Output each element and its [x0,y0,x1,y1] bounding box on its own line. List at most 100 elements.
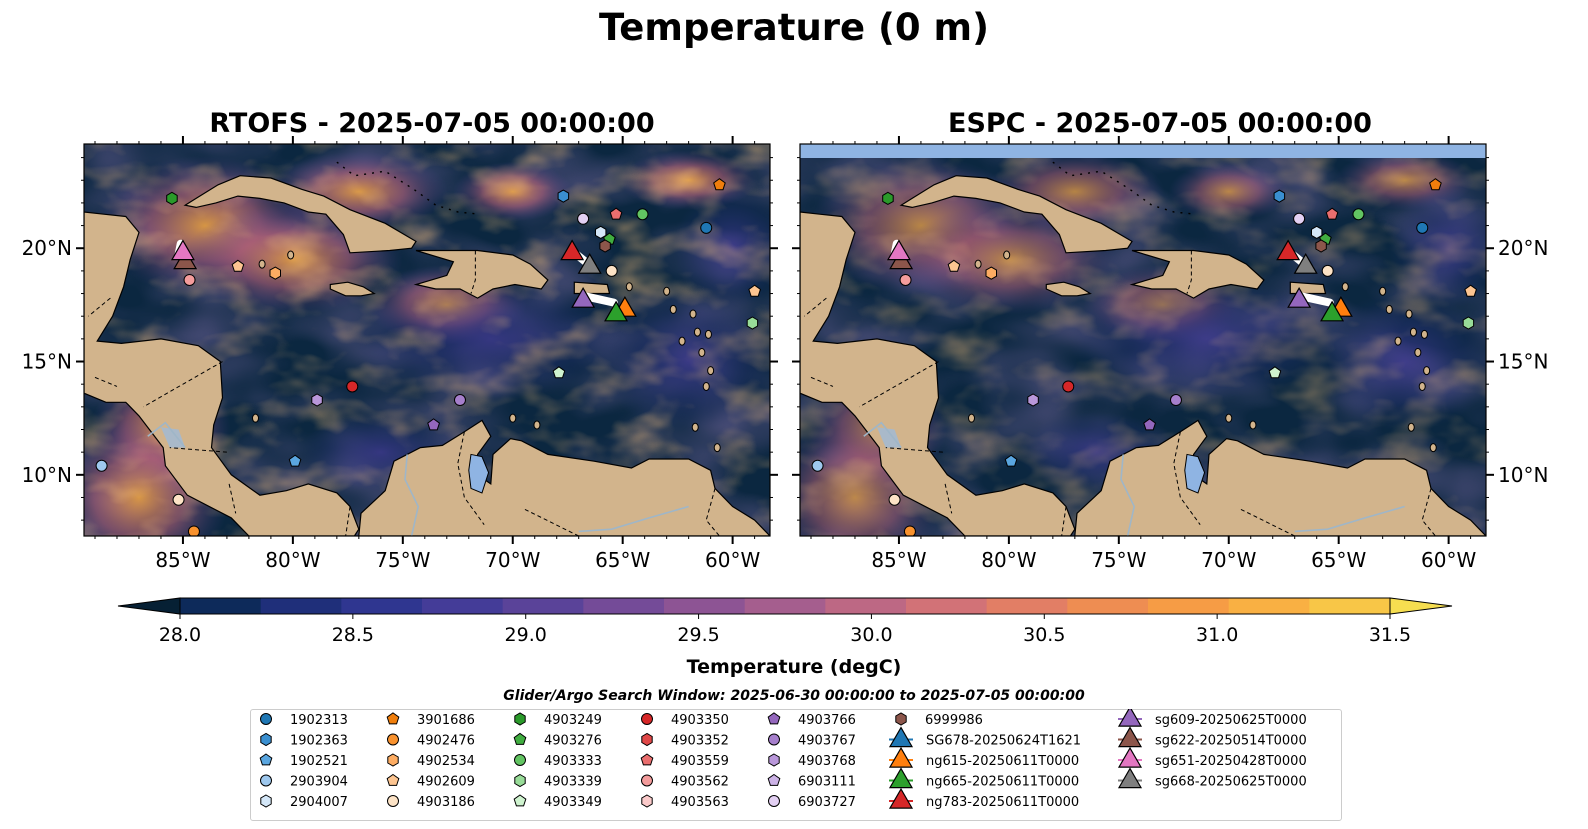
espc-argo-4903766 [1143,418,1156,431]
legend-argo-marker [641,794,653,808]
rtofs-lon-tick-label: 70°W [485,548,540,572]
legend-argo-marker [387,795,399,807]
colorbar-tick-label: 28.0 [159,624,201,646]
legend-argo-marker [514,712,526,726]
espc-land-3 [1129,249,1265,299]
legend-argo-marker [513,794,527,807]
legend-argo-marker [260,732,272,747]
rtofs-lake [468,453,490,494]
espc-lake [1184,453,1206,494]
legend-item-label: 6903111 [798,775,856,790]
legend-item-label: 4903563 [671,795,729,810]
legend-item-label: sg622-20250514T0000 [1155,734,1307,749]
legend-item: 4903352 [641,732,729,749]
colorbar-bin [583,598,665,614]
rtofs-argo-4903186 [172,493,185,506]
legend-item: sg651-20250428T0000 [1117,746,1307,769]
legend-argo-marker [767,773,781,786]
rtofs-land-2 [183,175,417,254]
legend-item-label: 4903766 [798,713,856,728]
colorbar-tick-label: 30.0 [850,624,892,646]
legend-item-label: 4903767 [798,734,856,749]
rtofs-land-3 [413,249,549,299]
rtofs-argo-4903767 [453,394,466,407]
espc-lat-tick-label: 10°N [1498,463,1548,487]
colorbar-bin [825,598,907,614]
colorbar-tick-label: 29.0 [505,624,547,646]
rtofs-lat-tick-label: 10°N [22,463,72,487]
espc-argo-4903339 [1462,316,1475,330]
legend-item-label: 4903352 [671,734,729,749]
rtofs-land-1 [358,419,770,536]
legend-title: Glider/Argo Search Window: 2025-06-30 00… [503,688,1085,704]
legend-item: 4903563 [641,794,729,810]
legend-item-label: 1902363 [290,734,348,749]
espc-argo-4903186 [888,493,901,506]
espc-land-4 [1045,281,1092,297]
espc-glider-ng665-20250611T0000 [1320,300,1345,322]
rtofs-argo-4903562 [183,273,196,286]
legend-argo-marker [260,794,272,808]
rtofs-argo-4902534 [269,266,281,280]
legend-item: 4903562 [641,774,729,790]
rtofs-lon-tick-label: 85°W [155,548,210,572]
colorbar-label: Temperature (degC) [686,656,902,678]
espc-argo-4902534 [985,266,997,280]
rtofs-land-4 [329,281,376,297]
legend-argo-marker [387,733,399,746]
colorbar-tick-label: 31.0 [1196,624,1238,646]
legend-item-label: 4903339 [544,775,602,790]
rtofs-lon-tick-label: 65°W [595,548,650,572]
legend-item-label: 6999986 [925,713,983,728]
rtofs-argo-6999986 [599,239,611,253]
colorbar: 28.0 28.5 29.0 29.5 30.0 30.5 31.0 31.5 [117,597,1453,646]
legend-item: 6903727 [768,795,856,810]
colorbar-bin [1067,598,1149,614]
legend-frame [250,709,1342,821]
legend-item-label: 4902609 [417,775,475,790]
legend-item-label: 4903276 [544,734,602,749]
legend-item-label: ng615-20250611T0000 [926,754,1079,769]
legend-item-label: 4903333 [544,754,602,769]
legend-item-label: 1902521 [290,754,348,769]
colorbar-bin [744,598,826,614]
legend-item-label: ng665-20250611T0000 [926,775,1079,790]
legend-item-label: 4903186 [417,795,475,810]
rtofs-argo-2904007 [595,225,607,239]
legend-glider-marker [1117,767,1143,789]
legend-item: ng783-20250611T0000 [888,787,1079,810]
legend-item: 2904007 [260,794,348,810]
legend-argo-marker [641,774,653,787]
legend-item: 3901686 [386,712,475,728]
legend-item: 4903339 [514,773,602,790]
legend-item-label: 4903350 [671,713,729,728]
rtofs-lat-tick-label: 20°N [22,236,72,260]
colorbar-extend-max [1389,597,1453,615]
legend-item-label: ng783-20250611T0000 [926,795,1079,810]
espc-argo-4903350 [1062,380,1075,393]
rtofs-lon-tick-label: 75°W [375,548,430,572]
legend-item-label: 4903768 [798,754,856,769]
rtofs-map-frame [83,143,771,537]
legend-item-label: 6903727 [798,795,856,810]
legend-glider-marker [888,746,914,768]
rtofs-glider-sg668-20250625T0000 [577,253,602,274]
legend-item: 6999986 [895,712,983,728]
rtofs-panel-title: RTOFS - 2025-07-05 00:00:00 [209,108,655,139]
legend-argo-marker [767,712,781,725]
espc-argo-4903767 [1169,394,1182,407]
espc-lon-tick-label: 75°W [1091,548,1146,572]
rtofs-land-5 [573,281,611,295]
legend-item: 1902521 [259,753,348,769]
rtofs-glider-ng665-20250611T0000 [604,300,629,322]
rtofs-argo-4903350 [346,380,359,393]
espc-argo-6903727 [1293,212,1306,225]
colorbar-bin [422,598,504,614]
legend-argo-marker [387,753,399,767]
espc-argo-4903249 [882,191,894,205]
legend-item: 1902313 [260,713,348,728]
espc-lon-tick-label: 70°W [1201,548,1256,572]
legend-argo-marker [260,774,272,787]
espc-land-5 [1289,281,1327,295]
legend-item: 4903350 [641,713,729,728]
